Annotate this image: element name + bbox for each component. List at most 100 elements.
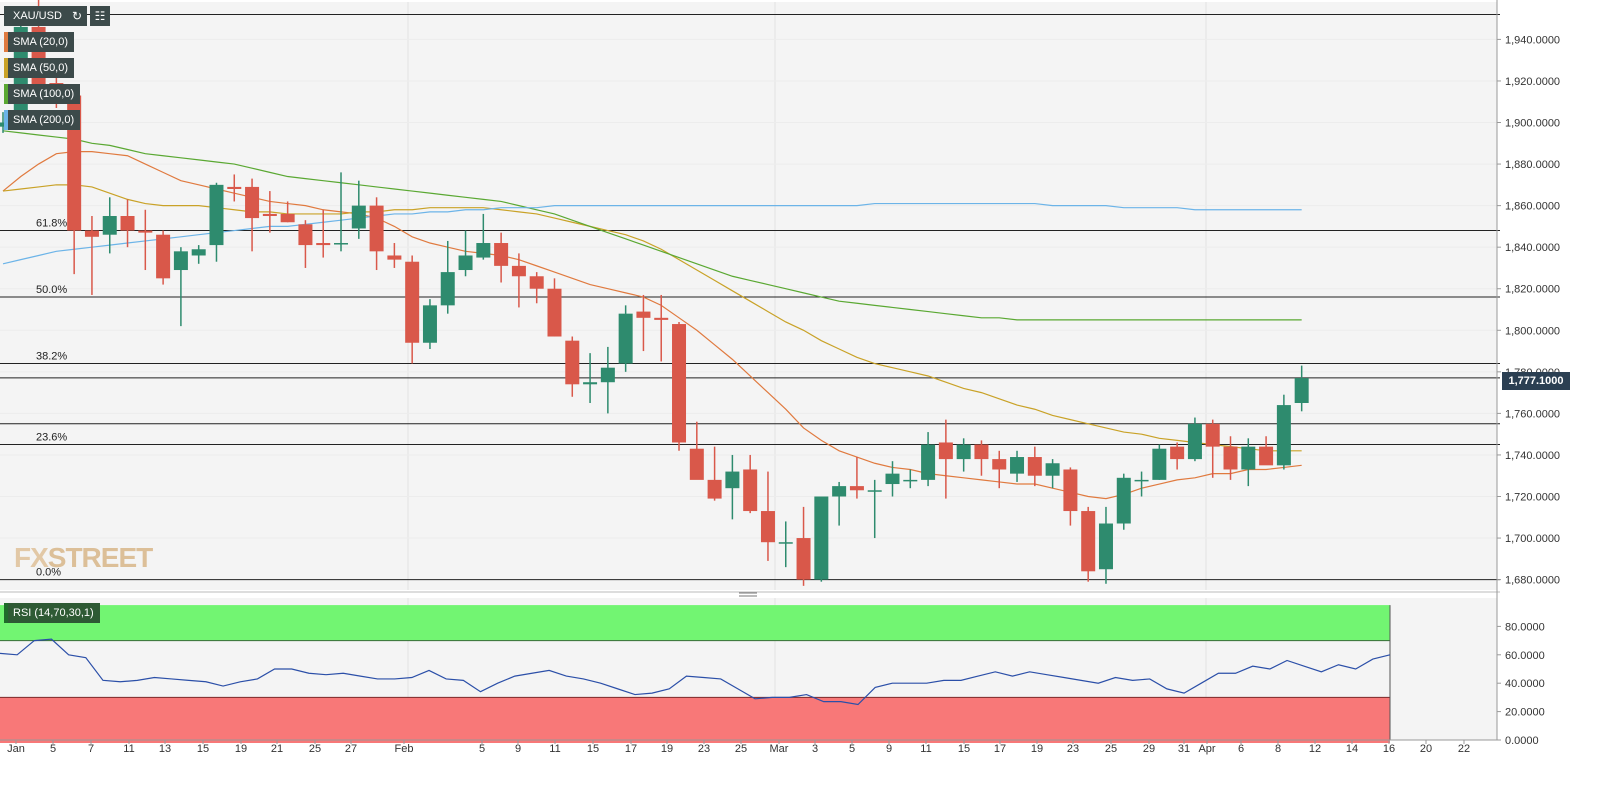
time-tick-label: Apr <box>1198 743 1215 755</box>
candle-body <box>1205 423 1220 447</box>
candle-body <box>245 186 260 219</box>
time-tick-label: 16 <box>1383 743 1395 755</box>
candle-body <box>1081 511 1096 572</box>
sma-50-tag[interactable]: SMA (50,0) <box>4 58 75 78</box>
refresh-icon[interactable]: ↻ <box>67 6 87 26</box>
candle-body <box>529 276 544 289</box>
fib-label: 0.0% <box>36 567 61 579</box>
candle-body <box>689 448 704 480</box>
candle-body <box>84 230 99 237</box>
time-tick-label: 29 <box>1143 743 1155 755</box>
fxstreet-logo: FXSTREET <box>14 542 153 573</box>
candle-body <box>1010 457 1025 474</box>
candle-body <box>618 313 633 364</box>
time-tick-label: 19 <box>1031 743 1043 755</box>
candle-body <box>796 538 811 580</box>
fib-label: 23.6% <box>36 432 67 444</box>
time-tick-label: 14 <box>1346 743 1358 755</box>
candle-body <box>760 511 775 543</box>
candle-body <box>832 486 847 497</box>
candle-body <box>565 340 580 385</box>
candle-body <box>1259 446 1274 466</box>
candle-body <box>173 251 188 271</box>
time-tick-label: 5 <box>50 743 56 755</box>
price-tick-label: 1,880.0000 <box>1505 159 1560 171</box>
sma-100-tag[interactable]: SMA (100,0) <box>4 84 81 104</box>
chart-settings-icon[interactable]: ☷ <box>90 6 110 26</box>
time-tick-label: 13 <box>159 743 171 755</box>
candle-body <box>885 473 900 485</box>
candle-body <box>1170 446 1185 460</box>
time-tick-label: 9 <box>515 743 521 755</box>
time-tick-label: 15 <box>587 743 599 755</box>
price-tick-label: 1,760.0000 <box>1505 408 1560 420</box>
candle-body <box>138 230 153 233</box>
candle-body <box>422 305 437 343</box>
time-tick-label: 17 <box>994 743 1006 755</box>
time-tick-label: Mar <box>770 743 789 755</box>
candle-body <box>1294 378 1309 404</box>
time-tick-label: 22 <box>1458 743 1470 755</box>
rsi-tick-label: 80.0000 <box>1505 621 1545 633</box>
time-tick-label: 3 <box>812 743 818 755</box>
time-tick-label: 15 <box>958 743 970 755</box>
candle-body <box>209 184 224 246</box>
candle-body <box>405 261 420 343</box>
price-tick-label: 1,840.0000 <box>1505 242 1560 254</box>
rsi-oversold-zone <box>0 697 1390 743</box>
time-tick-label: 17 <box>625 743 637 755</box>
time-tick-label: Jan <box>7 743 25 755</box>
sma-line-2 <box>2 130 1302 321</box>
candle-body <box>992 459 1007 470</box>
time-tick-label: 19 <box>661 743 673 755</box>
rsi-tag[interactable]: RSI (14,70,30,1) <box>4 603 100 623</box>
candle-body <box>1187 423 1202 460</box>
candle-body <box>476 243 491 258</box>
sma-200-tag[interactable]: SMA (200,0) <box>4 110 81 130</box>
candle-body <box>1116 477 1131 524</box>
candle-body <box>1098 523 1113 570</box>
candle-body <box>120 216 135 231</box>
price-tick-label: 1,680.0000 <box>1505 575 1560 587</box>
candle-body <box>636 311 651 318</box>
candle-body <box>1027 457 1042 476</box>
candle-body <box>778 542 793 544</box>
candle-body <box>387 255 402 260</box>
time-tick-label: 11 <box>549 743 560 755</box>
price-tick-label: 1,920.0000 <box>1505 76 1560 88</box>
time-tick-label: 23 <box>698 743 710 755</box>
last-price-tag: 1,777.1000 <box>1502 372 1570 390</box>
candle-body <box>707 479 722 499</box>
rsi-tick-label: 0.0000 <box>1505 735 1539 747</box>
candle-body <box>102 216 117 235</box>
time-tick-label: 27 <box>345 743 357 755</box>
symbol-tag[interactable]: XAU/USD <box>4 6 68 26</box>
price-tick-label: 1,940.0000 <box>1505 34 1560 46</box>
candle-body <box>191 249 206 256</box>
candle-body <box>280 213 295 223</box>
rsi-tick-label: 60.0000 <box>1505 650 1545 662</box>
candle-body <box>334 243 349 245</box>
time-tick-label: 11 <box>123 743 134 755</box>
candle-body <box>1063 469 1078 512</box>
sma-20-tag[interactable]: SMA (20,0) <box>4 32 75 52</box>
price-tick-label: 1,860.0000 <box>1505 201 1560 213</box>
time-tick-label: 25 <box>735 743 747 755</box>
price-tick-label: 1,740.0000 <box>1505 450 1560 462</box>
rsi-tick-label: 20.0000 <box>1505 707 1545 719</box>
time-tick-label: 11 <box>920 743 931 755</box>
time-tick-label: 21 <box>271 743 283 755</box>
time-tick-label: 25 <box>309 743 321 755</box>
candle-body <box>725 471 740 489</box>
time-tick-label: 25 <box>1105 743 1117 755</box>
candle-body <box>156 234 171 279</box>
time-tick-label: 31 <box>1178 743 1190 755</box>
candle-body <box>654 317 669 320</box>
time-tick-label: 12 <box>1309 743 1321 755</box>
candle-body <box>298 224 313 246</box>
time-tick-label: 6 <box>1238 743 1244 755</box>
candle-body <box>938 442 953 460</box>
candle-body <box>974 444 989 460</box>
time-tick-label: 7 <box>88 743 94 755</box>
